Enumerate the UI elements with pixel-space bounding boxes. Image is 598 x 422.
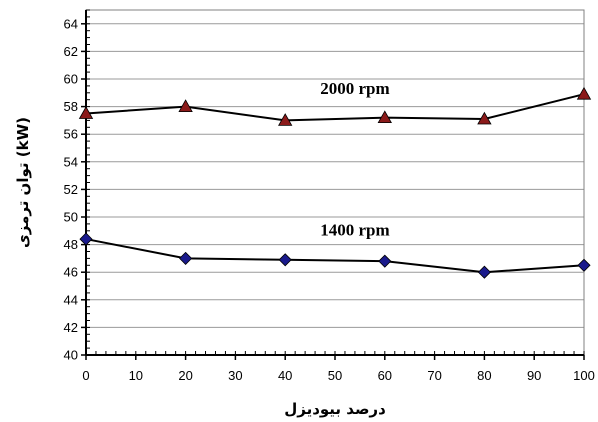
y-tick-label: 54 bbox=[64, 154, 78, 169]
y-tick-label: 46 bbox=[64, 265, 78, 280]
data-point-2000-rpm bbox=[377, 110, 392, 124]
x-tick-label: 80 bbox=[477, 368, 491, 383]
x-tick-label: 100 bbox=[573, 368, 595, 383]
grid-lines bbox=[86, 23, 584, 356]
x-tick-label: 50 bbox=[328, 368, 342, 383]
data-point-1400-rpm bbox=[577, 258, 591, 272]
y-tick-label: 62 bbox=[64, 44, 78, 59]
data-point-1400-rpm bbox=[477, 265, 491, 279]
data-point-1400-rpm bbox=[378, 254, 392, 268]
data-point-1400-rpm bbox=[179, 251, 193, 265]
series-line-2000-rpm bbox=[85, 93, 585, 122]
data-point-1400-rpm bbox=[278, 253, 292, 267]
x-tick-label: 20 bbox=[178, 368, 192, 383]
x-axis-title: درصد بیودیزل bbox=[284, 400, 386, 418]
data-point-2000-rpm bbox=[78, 106, 94, 119]
x-tick-label: 40 bbox=[278, 368, 292, 383]
series-line-1400-rpm bbox=[85, 238, 585, 274]
series-label-1400-rpm: 1400 rpm bbox=[320, 220, 389, 239]
x-tick-label: 10 bbox=[129, 368, 143, 383]
data-point-2000-rpm bbox=[576, 86, 592, 100]
series-labels: 2000 rpm 1400 rpm bbox=[320, 79, 389, 239]
plot-area-border bbox=[85, 9, 585, 356]
x-tick-label: 0 bbox=[82, 368, 89, 383]
y-tick-label: 44 bbox=[64, 292, 78, 307]
y-tick-label: 60 bbox=[64, 72, 78, 87]
y-tick-label: 64 bbox=[64, 16, 78, 31]
series-label-2000-rpm: 2000 rpm bbox=[320, 79, 389, 98]
series-group bbox=[78, 86, 592, 279]
y-tick-label: 42 bbox=[64, 320, 78, 335]
data-point-2000-rpm bbox=[278, 113, 293, 126]
x-tick-label: 60 bbox=[378, 368, 392, 383]
x-tick-label: 70 bbox=[427, 368, 441, 383]
data-point-1400-rpm bbox=[79, 232, 93, 246]
x-tick-label: 30 bbox=[228, 368, 242, 383]
y-axis-title: توان ترمزی (kW) bbox=[14, 117, 32, 248]
data-point-2000-rpm bbox=[477, 111, 492, 125]
tick-labels: 40 42 44 46 48 50 52 54 56 58 60 62 64 0 10 20 30 40 50 60 7… bbox=[64, 16, 595, 383]
axes bbox=[81, 9, 585, 360]
y-tick-label: 52 bbox=[64, 182, 78, 197]
y-tick-label: 56 bbox=[64, 127, 78, 142]
data-point-2000-rpm bbox=[178, 99, 193, 112]
y-tick-label: 40 bbox=[64, 348, 78, 363]
y-tick-label: 48 bbox=[64, 237, 78, 252]
y-tick-label: 50 bbox=[64, 210, 78, 225]
x-tick-label: 90 bbox=[527, 368, 541, 383]
y-tick-label: 58 bbox=[64, 99, 78, 114]
